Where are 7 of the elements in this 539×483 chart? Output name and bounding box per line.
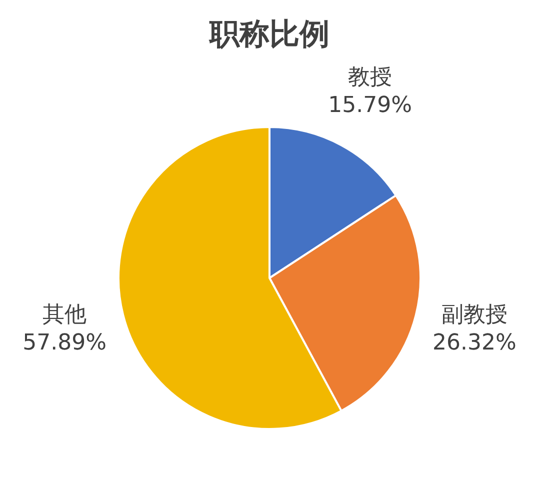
- slice-label: 教授: [348, 64, 392, 90]
- data-label: 26.32%: [432, 330, 516, 356]
- chart-title: 职称比例: [208, 16, 330, 52]
- slice-label: 副教授: [441, 302, 508, 328]
- slice-label: 其他: [42, 302, 87, 328]
- data-label: 15.79%: [328, 92, 412, 118]
- data-label: 57.89%: [22, 330, 107, 356]
